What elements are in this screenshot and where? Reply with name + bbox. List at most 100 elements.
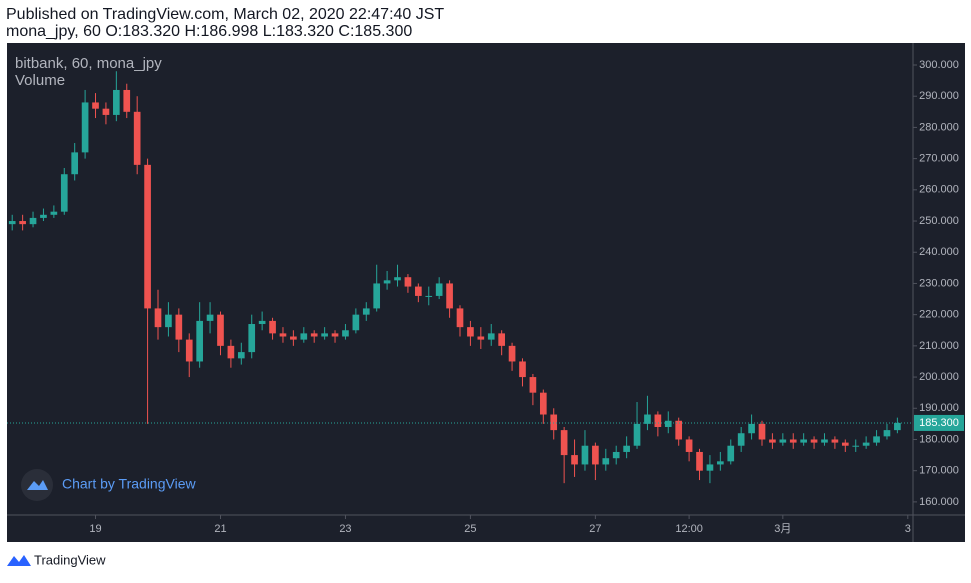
candle-body [831,439,839,443]
watermark-logo [27,480,48,490]
candle-body [113,89,120,115]
candle-body [19,221,26,225]
candle-body [581,445,589,465]
candle-body [446,283,453,309]
candle-body [487,333,495,340]
candle-body [612,451,620,459]
candle-body [529,377,537,393]
candle-body [467,327,474,337]
candle-body [758,423,766,440]
candle-body [133,111,141,165]
watermark-text: Chart by TradingView [62,476,196,492]
y-tick-label: 270.000 [919,153,959,165]
legend-title: bitbank, 60, mona_jpy [15,55,162,72]
candle-body [217,314,224,346]
candle-body [154,308,162,328]
candle-body [394,277,401,281]
x-tick-label: 23 [339,523,351,535]
candle-body [144,164,151,309]
y-tick-label: 250.000 [919,215,959,227]
candle-body [258,320,266,325]
candle-body [237,352,245,359]
candle-body [789,439,797,443]
candle-body [300,333,308,340]
candle-body [404,277,412,287]
y-tick-label: 230.000 [919,277,959,289]
price-label: 185.300 [919,417,959,429]
y-tick-label: 170.000 [919,465,959,477]
candle-body [685,439,693,452]
candle-body [477,336,485,340]
candle-body [321,333,328,337]
published-line: Published on TradingView.com, March 02, … [6,6,444,23]
x-tick-label: 3月 [774,523,791,535]
candle-body [123,89,131,112]
candle-body [352,314,360,331]
symbol-line: mona_jpy, 60 O:183.320 H:186.998 L:183.3… [6,23,412,40]
candle-body [852,445,860,447]
candle-body [883,430,891,437]
volume-label: Volume [15,72,65,89]
candle-body [29,217,37,225]
candle-body [196,320,203,362]
candle-body [425,295,433,297]
candle-body [71,152,79,175]
candle-body [269,320,276,334]
candle-body [696,451,703,471]
candle-body [310,333,318,337]
candle-body [623,445,630,452]
candle-body [175,314,183,340]
footer-brand[interactable]: TradingView [34,552,106,567]
candle-body [644,414,651,424]
candle-body [456,308,464,328]
price-label-box [914,414,964,431]
candle-body [81,102,89,153]
chart-panel [7,43,965,542]
y-tick-label: 300.000 [919,59,959,71]
candle-body [706,464,714,471]
candle-body [664,420,672,427]
candle-body [373,283,381,309]
x-tick-label: 27 [589,523,601,535]
candle-body [383,280,391,284]
candle-body [633,423,641,446]
x-tick-label: 21 [214,523,226,535]
candle-body [560,430,568,456]
candle-body [40,214,47,218]
candle-body [519,361,526,378]
candle-body [435,283,443,296]
y-tick-label: 180.000 [919,433,959,445]
candle-body [862,442,870,446]
candle-body [717,461,724,465]
candle-body [165,314,172,328]
y-tick-label: 200.000 [919,371,959,383]
candle-body [800,439,807,443]
candle-body [92,102,99,109]
candle-body [102,108,110,115]
footer-logo [7,555,31,566]
plot: 160.000 170.000 180.000 190.000 200.000 210.0… [7,59,964,535]
y-tick-label: 220.000 [919,309,959,321]
y-tick-label: 260.000 [919,184,959,196]
candle-body [550,414,558,431]
candle-body [675,420,683,440]
candle-body [206,314,214,321]
candle-body [415,286,422,296]
x-tick-label: 12:00 [675,523,703,535]
candle-body [362,308,370,315]
x-tick-label: 19 [89,523,101,535]
y-tick-label: 210.000 [919,340,959,352]
candle-body [894,422,901,431]
candle-body [227,345,235,359]
candle-body [873,436,880,443]
candle-body [810,439,818,443]
candle-body [737,433,745,446]
y-tick-label: 190.000 [919,402,959,414]
candle-body [185,339,193,362]
y-tick-label: 280.000 [919,121,959,133]
candle-body [50,211,58,215]
candle-body [769,439,776,443]
candle-body [539,392,547,415]
